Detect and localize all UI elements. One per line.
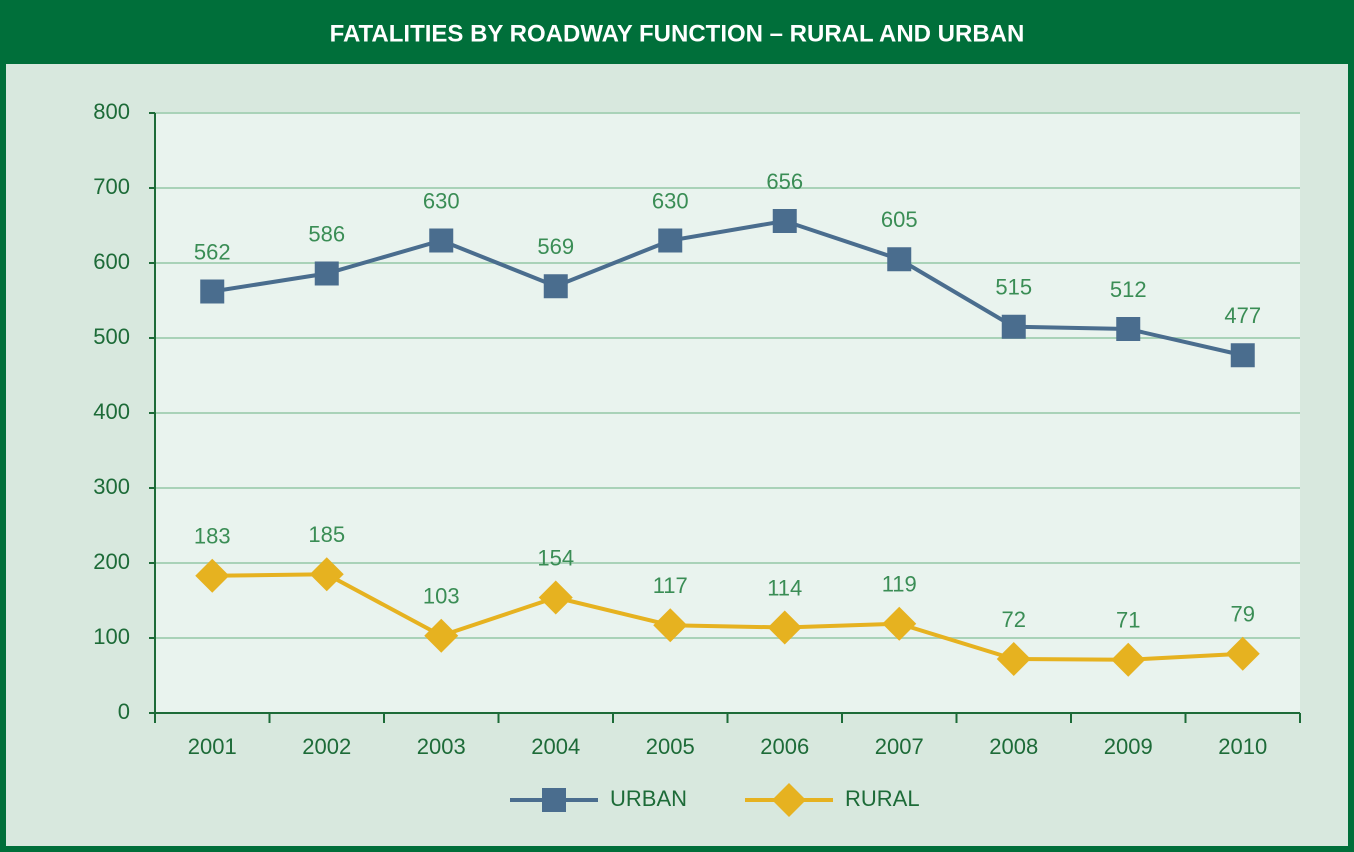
- data-label: 72: [1002, 607, 1026, 632]
- x-tick-label: 2002: [302, 734, 351, 759]
- data-label: 119: [882, 572, 917, 597]
- data-label: 79: [1231, 602, 1255, 627]
- data-point: [195, 558, 230, 593]
- data-point: [653, 608, 688, 643]
- data-point: [1001, 314, 1026, 339]
- data-point: [1116, 317, 1141, 341]
- x-tick-label: 2007: [875, 734, 924, 759]
- data-label: 515: [995, 275, 1032, 300]
- data-point: [424, 618, 459, 653]
- data-label: 630: [423, 188, 460, 213]
- y-tick-label: 400: [93, 399, 130, 424]
- data-point: [772, 209, 797, 233]
- legend-label: URBAN: [610, 786, 687, 811]
- data-label: 185: [308, 522, 345, 547]
- data-point: [309, 557, 344, 592]
- data-label: 477: [1224, 303, 1261, 328]
- y-tick-label: 600: [93, 249, 130, 274]
- data-label: 562: [194, 239, 231, 264]
- chart-title: FATALITIES BY ROADWAY FUNCTION – RURAL A…: [330, 20, 1025, 47]
- legend-marker: [542, 788, 566, 812]
- x-tick-label: 2009: [1104, 734, 1153, 759]
- x-tick-label: 2001: [188, 734, 237, 759]
- data-label: 512: [1110, 277, 1147, 302]
- x-tick-label: 2005: [646, 734, 695, 759]
- y-tick-label: 0: [118, 699, 130, 724]
- data-label: 605: [881, 207, 918, 232]
- series-line: [211, 218, 1244, 358]
- data-point: [429, 228, 454, 253]
- data-point: [767, 610, 802, 645]
- data-label: 71: [1116, 608, 1140, 633]
- y-tick-label: 500: [93, 324, 130, 349]
- data-point: [1225, 636, 1260, 671]
- data-point: [658, 228, 683, 253]
- data-point: [543, 274, 568, 299]
- legend-label: RURAL: [845, 786, 920, 811]
- x-tick-label: 2008: [989, 734, 1038, 759]
- x-tick-label: 2006: [760, 734, 809, 759]
- x-tick-label: 2004: [531, 734, 580, 759]
- data-label: 183: [194, 524, 231, 549]
- series-line: [212, 572, 1243, 662]
- x-tick-label: 2010: [1218, 734, 1267, 759]
- data-label: 117: [653, 573, 688, 598]
- data-label: 154: [537, 545, 574, 570]
- data-point: [538, 580, 573, 615]
- data-label: 114: [767, 575, 802, 600]
- legend-marker: [772, 783, 806, 817]
- y-tick-label: 100: [93, 624, 130, 649]
- x-tick-label: 2003: [417, 734, 466, 759]
- data-point: [1111, 642, 1146, 677]
- data-point: [887, 247, 912, 272]
- data-label: 569: [537, 234, 574, 259]
- y-tick-label: 200: [93, 549, 130, 574]
- y-tick-label: 700: [93, 174, 130, 199]
- data-point: [200, 279, 225, 304]
- y-tick-label: 800: [93, 99, 130, 124]
- data-point: [996, 642, 1031, 676]
- data-label: 586: [308, 221, 345, 246]
- data-point: [882, 606, 917, 641]
- data-point: [1230, 343, 1255, 368]
- data-label: 103: [423, 584, 460, 609]
- data-point: [314, 261, 339, 286]
- data-label: 656: [766, 169, 803, 194]
- data-label: 630: [652, 188, 689, 213]
- y-tick-label: 300: [93, 474, 130, 499]
